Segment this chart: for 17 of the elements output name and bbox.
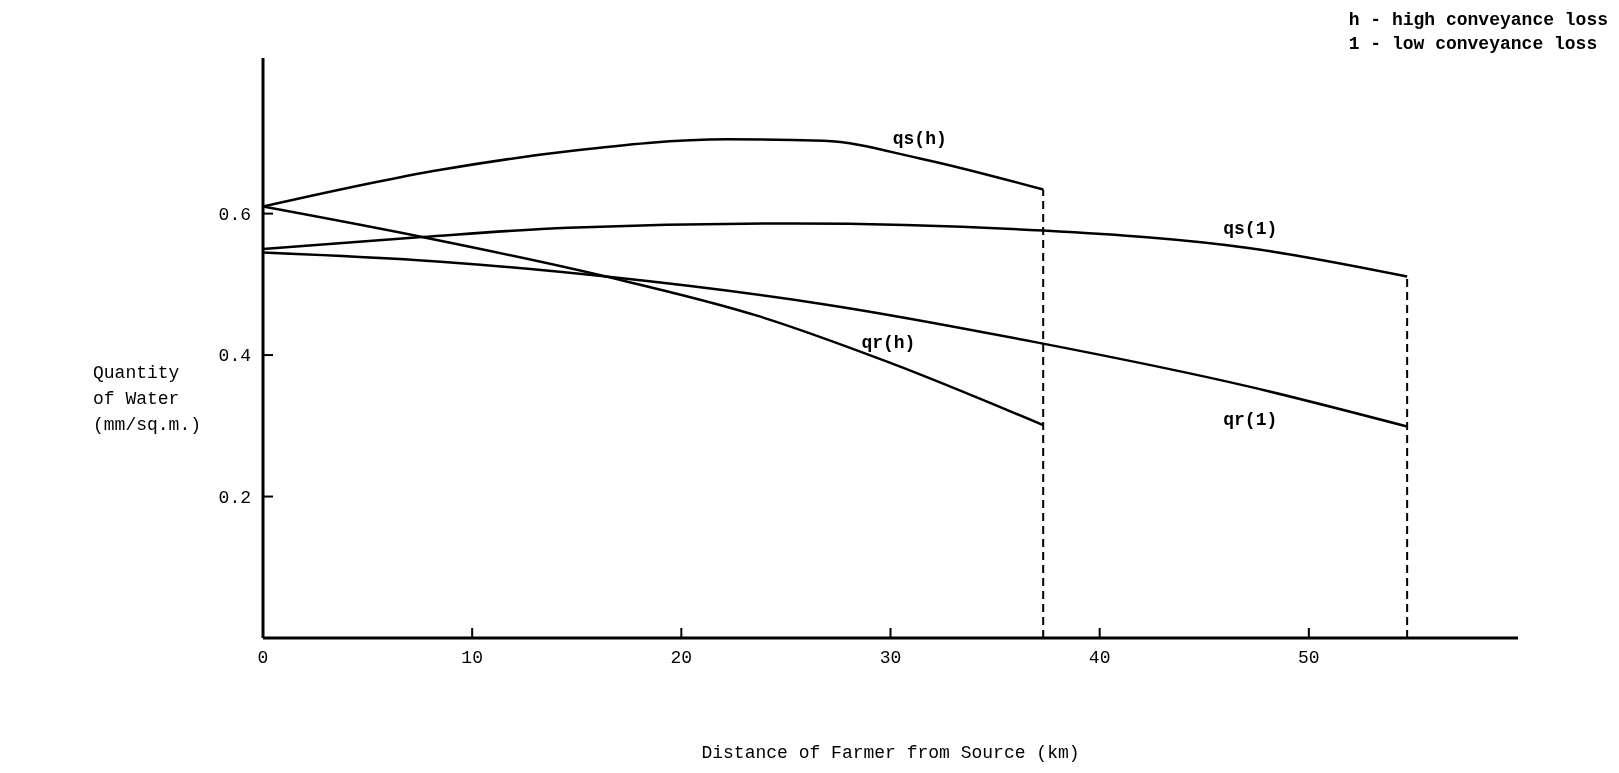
x-axis-title: Distance of Farmer from Source (km) [700,743,1081,763]
text: h - high conveyance loss [1348,9,1608,32]
text: 1 - low conveyance loss [1348,33,1599,56]
x-tick-label: 20 [670,647,693,668]
series-label: qr(h) [861,333,916,354]
x-tick-label: 50 [1298,647,1320,668]
y-tick-label: 0.4 [218,346,251,367]
y-tick-label: 0.2 [218,487,251,508]
x-tick-label: 10 [461,647,483,668]
x-tick-label: 30 [879,647,902,668]
y-tick-label: 0.6 [218,205,251,225]
x-tick-label: 40 [1088,647,1111,668]
series-label: qs(h) [892,129,947,150]
series-label: qr(1) [1223,409,1278,430]
x-tick-label: 0 [257,647,269,668]
y-axis-title: Quantity of Water (mm/sq.m.) [93,362,202,437]
series-label: qs(1) [1223,219,1278,240]
